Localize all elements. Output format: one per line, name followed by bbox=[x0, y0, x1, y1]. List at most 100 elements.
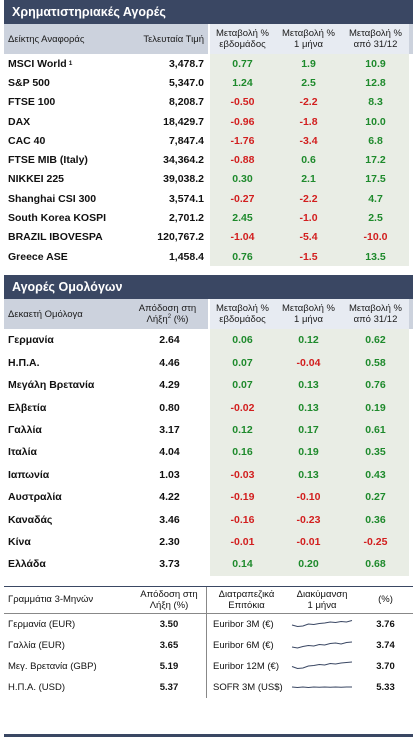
header-interbank-rate: Διατραπεζικά Επιτόκια bbox=[206, 586, 286, 613]
last-price: 18,429.7 bbox=[163, 115, 204, 128]
bond-monthly-change: 0.13 bbox=[275, 396, 342, 419]
bond-weekly-change: -0.19 bbox=[208, 486, 275, 509]
header-bond-weekly: Μεταβολή % εβδομάδος bbox=[208, 299, 275, 330]
stock-row: CAC 40 7,847.4 -1.76 -3.4 6.8 bbox=[4, 131, 413, 151]
bond-yield: 3.46 bbox=[159, 513, 180, 526]
index-name: S&P 500 bbox=[8, 76, 50, 89]
bond-monthly-change: 0.12 bbox=[275, 329, 342, 352]
last-price: 34,364.2 bbox=[163, 154, 204, 167]
trend-sparkline bbox=[286, 635, 358, 656]
bond-ytd-change: 0.58 bbox=[342, 351, 409, 375]
ytd-change: 6.8 bbox=[342, 131, 409, 151]
last-price: 120,767.2 bbox=[157, 231, 204, 244]
bond-monthly-change: -0.01 bbox=[275, 530, 342, 554]
sparkline-chart bbox=[291, 641, 353, 649]
ytd-change: 17.2 bbox=[342, 150, 409, 170]
bond-weekly-change: 0.14 bbox=[208, 553, 275, 576]
bond-ytd-change: 0.68 bbox=[342, 553, 409, 576]
tbill-row: Γαλλία (EUR) 3.65 Euribor 6M (€) 3.74 bbox=[4, 634, 413, 656]
weekly-change: 0.76 bbox=[208, 246, 275, 267]
bond-country: Καναδάς bbox=[8, 513, 53, 526]
bond-country: Η.Π.Α. bbox=[8, 356, 40, 369]
monthly-change: 2.5 bbox=[275, 73, 342, 93]
ytd-change: -10.0 bbox=[342, 227, 409, 247]
bond-ytd-change: 0.43 bbox=[342, 463, 409, 486]
bond-country: Ελβετία bbox=[8, 401, 47, 414]
interbank-rate-name: SOFR 3M (US$) bbox=[206, 676, 286, 698]
last-price: 1,458.4 bbox=[168, 250, 204, 263]
stock-row: NIKKEI 225 39,038.2 0.30 2.1 17.5 bbox=[4, 169, 413, 190]
index-name: NIKKEI 225 bbox=[8, 173, 65, 186]
bond-country: Ελλάδα bbox=[8, 558, 46, 571]
sparkline-line bbox=[291, 620, 353, 628]
bond-row: Ελβετία 0.80 -0.02 0.13 0.19 bbox=[4, 396, 413, 419]
last-price: 8,208.7 bbox=[168, 96, 204, 109]
market-report: Χρηματιστηριακές Αγορές Δείκτης Αναφοράς… bbox=[4, 0, 413, 698]
bond-section-title: Αγορές Ομολόγων bbox=[4, 275, 413, 300]
tbill-yield: 5.19 bbox=[159, 660, 179, 672]
index-name: Shanghai CSI 300 bbox=[8, 192, 97, 205]
trend-sparkline bbox=[286, 677, 358, 698]
header-monthly: Μεταβολή % 1 μήνα bbox=[275, 24, 342, 54]
ytd-change: 13.5 bbox=[342, 246, 409, 267]
sparkline-line bbox=[291, 661, 353, 670]
ytd-change: 4.7 bbox=[342, 189, 409, 209]
sparkline-line bbox=[291, 641, 353, 649]
last-price: 2,701.2 bbox=[168, 212, 204, 225]
bond-row: Καναδάς 3.46 -0.16 -0.23 0.36 bbox=[4, 508, 413, 531]
tbill-table-body: Γερμανία (EUR) 3.50 Euribor 3M (€) 3.76 Γαλλ… bbox=[4, 613, 413, 698]
ytd-change: 8.3 bbox=[342, 92, 409, 112]
index-name: MSCI World 1 bbox=[8, 57, 73, 70]
bond-yield: 2.30 bbox=[159, 535, 180, 548]
bond-weekly-change: 0.16 bbox=[208, 441, 275, 464]
stock-row: S&P 500 5,347.0 1.24 2.5 12.8 bbox=[4, 73, 413, 93]
header-pct: (%) bbox=[378, 594, 393, 606]
bond-country: Κίνα bbox=[8, 535, 31, 548]
interbank-rate-name: Euribor 3M (€) bbox=[206, 613, 286, 635]
header-ytd: Μεταβολή % από 31/12 bbox=[342, 24, 409, 54]
bond-row: Κίνα 2.30 -0.01 -0.01 -0.25 bbox=[4, 530, 413, 554]
bond-monthly-change: 0.19 bbox=[275, 441, 342, 464]
bond-yield: 4.04 bbox=[159, 446, 180, 459]
bond-row: Ιαπωνία 1.03 -0.03 0.13 0.43 bbox=[4, 463, 413, 486]
bond-row: Η.Π.Α. 4.46 0.07 -0.04 0.58 bbox=[4, 351, 413, 375]
monthly-change: -1.5 bbox=[275, 246, 342, 267]
tbill-yield: 3.50 bbox=[159, 618, 179, 630]
stock-table-header: Δείκτης Αναφοράς Τελευταία Τιμή Μεταβολή… bbox=[4, 24, 413, 54]
bond-ytd-change: 0.27 bbox=[342, 486, 409, 509]
header-weekly: Μεταβολή % εβδομάδος bbox=[208, 24, 275, 54]
bond-ytd-change: 0.35 bbox=[342, 441, 409, 464]
stock-row: FTSE 100 8,208.7 -0.50 -2.2 8.3 bbox=[4, 92, 413, 112]
sparkline-line bbox=[291, 686, 352, 689]
weekly-change: -0.50 bbox=[208, 92, 275, 112]
header-yield: Απόδοση στη Λήξη2 (%) bbox=[138, 303, 197, 326]
bond-monthly-change: 0.20 bbox=[275, 553, 342, 576]
monthly-change: -2.2 bbox=[275, 189, 342, 209]
weekly-change: -1.76 bbox=[208, 131, 275, 151]
bond-weekly-change: -0.03 bbox=[208, 463, 275, 486]
index-name: Greece ASE bbox=[8, 250, 68, 263]
monthly-change: -3.4 bbox=[275, 131, 342, 151]
tbill-row: Η.Π.Α. (USD) 5.37 SOFR 3M (US$) 5.33 bbox=[4, 676, 413, 698]
last-price: 39,038.2 bbox=[163, 173, 204, 186]
weekly-change: 2.45 bbox=[208, 208, 275, 228]
stock-row: Shanghai CSI 300 3,574.1 -0.27 -2.2 4.7 bbox=[4, 189, 413, 209]
monthly-change: -1.8 bbox=[275, 111, 342, 132]
weekly-change: -1.04 bbox=[208, 227, 275, 247]
tbill-yield: 3.65 bbox=[159, 639, 179, 651]
bond-yield: 3.17 bbox=[159, 424, 180, 437]
tbill-country: Μεγ. Βρετανία (GBP) bbox=[8, 660, 97, 672]
stock-table-body: MSCI World 1 3,478.7 0.77 1.9 10.9 S&P 500 5,34… bbox=[4, 54, 413, 267]
index-name: DAX bbox=[8, 115, 31, 128]
sparkline-chart bbox=[291, 686, 352, 689]
bond-yield: 3.73 bbox=[159, 558, 180, 571]
bond-weekly-change: -0.16 bbox=[208, 508, 275, 531]
bond-monthly-change: 0.13 bbox=[275, 374, 342, 397]
bond-yield: 1.03 bbox=[159, 468, 180, 481]
bond-ytd-change: 0.36 bbox=[342, 508, 409, 531]
last-price: 3,478.7 bbox=[168, 57, 204, 70]
bond-monthly-change: -0.04 bbox=[275, 351, 342, 375]
bond-country: Αυστραλία bbox=[8, 491, 62, 504]
bond-weekly-change: -0.02 bbox=[208, 396, 275, 419]
header-tbill-yield: Απόδοση στη Λήξη (%) bbox=[140, 588, 198, 611]
